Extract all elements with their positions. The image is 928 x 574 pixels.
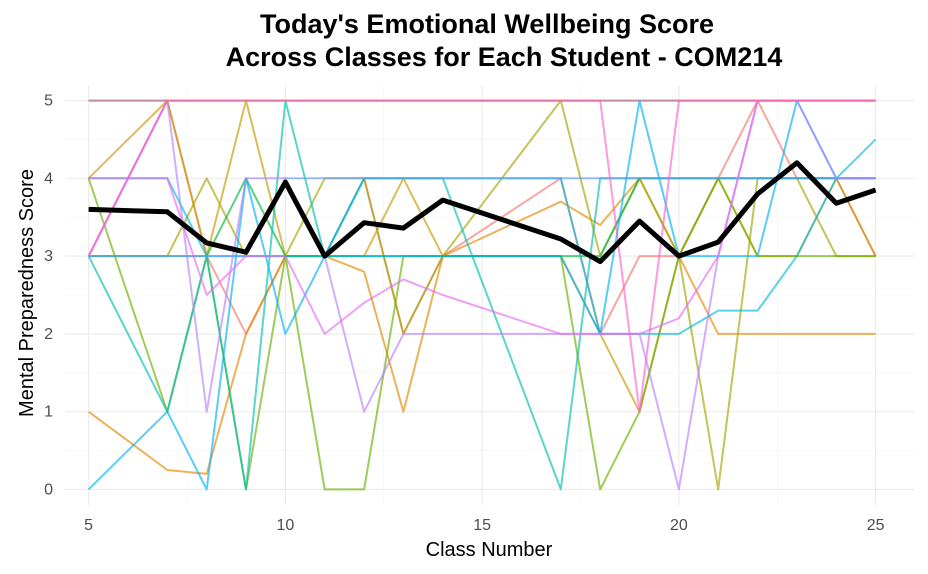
student-line bbox=[88, 177, 876, 475]
y-tick-label: 4 bbox=[44, 170, 53, 187]
y-tick-label: 3 bbox=[44, 248, 53, 265]
x-axis-title: Class Number bbox=[426, 539, 553, 561]
y-tick-label: 0 bbox=[44, 481, 53, 498]
student-line bbox=[87, 99, 876, 491]
y-tick-label: 2 bbox=[44, 326, 53, 343]
x-tick-label: 10 bbox=[276, 517, 294, 534]
y-tick-label: 5 bbox=[44, 93, 53, 110]
chart-title-line1: Today's Emotional Wellbeing Score bbox=[260, 9, 714, 39]
y-axis-title: Mental Preparedness Score bbox=[16, 169, 38, 417]
y-tick-label: 1 bbox=[44, 404, 53, 421]
chart-title-line2: Across Classes for Each Student - COM214 bbox=[226, 42, 783, 72]
x-tick-label: 15 bbox=[473, 517, 491, 534]
tick-labels: 0 1 2 3 4 5 5 10 15 20 25 bbox=[44, 93, 885, 534]
series-lines bbox=[87, 99, 877, 491]
mean-line bbox=[88, 160, 877, 265]
mean-line-group bbox=[88, 160, 877, 265]
x-tick-label: 25 bbox=[867, 517, 885, 534]
x-tick-label: 20 bbox=[670, 517, 688, 534]
student-line bbox=[88, 177, 876, 258]
x-tick-label: 5 bbox=[84, 517, 93, 534]
